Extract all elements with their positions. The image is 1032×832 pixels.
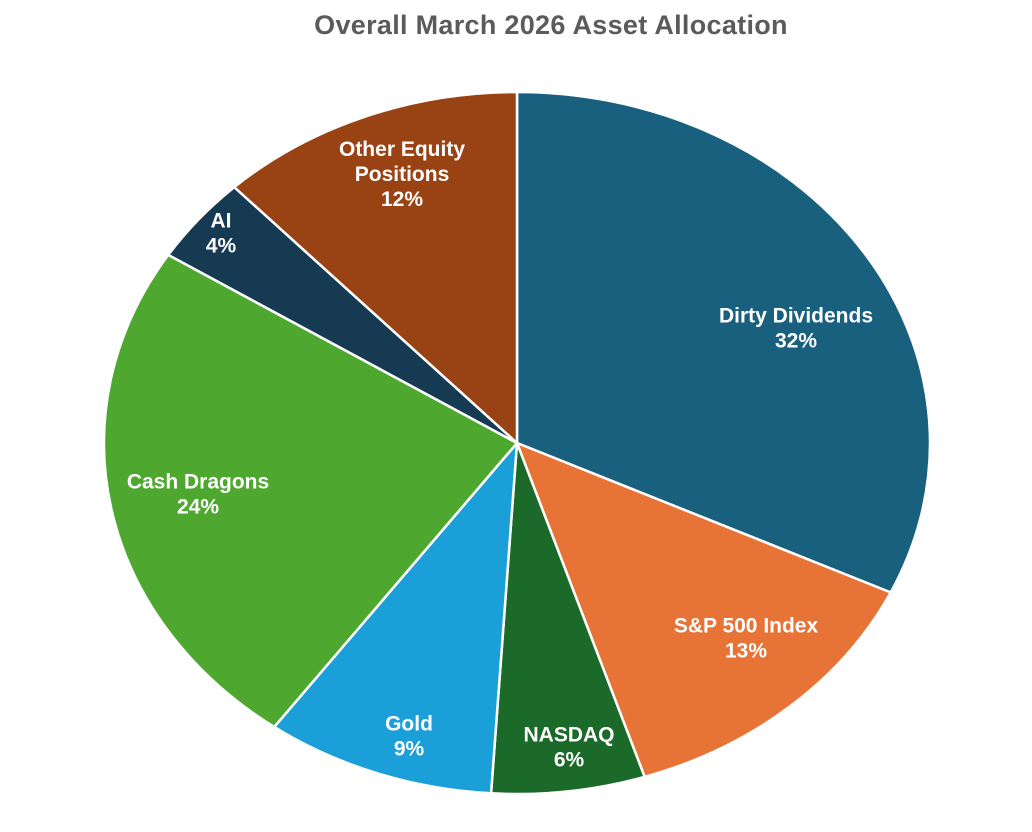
slice-value-label: 13% (725, 640, 767, 663)
slice-name-label: Cash Dragons (127, 471, 269, 494)
slice-value-label: 4% (206, 235, 237, 258)
slice-value-label: 6% (554, 749, 585, 772)
chart-title: Overall March 2026 Asset Allocation (314, 10, 788, 40)
slice-value-label: 32% (775, 330, 817, 353)
slice-name-label: Dirty Dividends (719, 305, 873, 328)
slice-value-label: 12% (381, 188, 423, 211)
slice-label: Dirty Dividends 32% (719, 305, 873, 353)
pie-slice-dirty-dividends (515, 90, 932, 594)
slice-name-label: Gold (385, 713, 433, 736)
slice-label: Other Equity Positions 12% (339, 138, 465, 211)
pie-labels: Dirty Dividends 32% S&P 500 Index 13% NASDAQ… (127, 138, 873, 772)
slice-name-label: Other Equity (339, 138, 465, 161)
slice-label: AI 4% (206, 210, 237, 258)
pie-slice-other-equity-positions (233, 90, 519, 445)
slice-name-label: Positions (355, 163, 450, 186)
slice-label: NASDAQ 6% (523, 724, 614, 772)
slice-label: Gold 9% (385, 713, 433, 761)
pie-slice-nasdaq (489, 441, 646, 796)
slice-name-label: S&P 500 Index (674, 615, 819, 638)
slice-label: Cash Dragons 24% (127, 471, 269, 519)
slice-value-label: 24% (177, 496, 219, 519)
pie-slice-cash-dragons (102, 253, 519, 729)
slice-name-label: NASDAQ (523, 724, 614, 747)
slice-value-label: 9% (394, 738, 425, 761)
pie-slice-s-p-500-index (515, 441, 892, 779)
pie-slice-gold (272, 441, 519, 795)
slice-label: S&P 500 Index 13% (674, 615, 819, 663)
slice-name-label: AI (211, 210, 232, 233)
pie-slices (102, 90, 932, 796)
